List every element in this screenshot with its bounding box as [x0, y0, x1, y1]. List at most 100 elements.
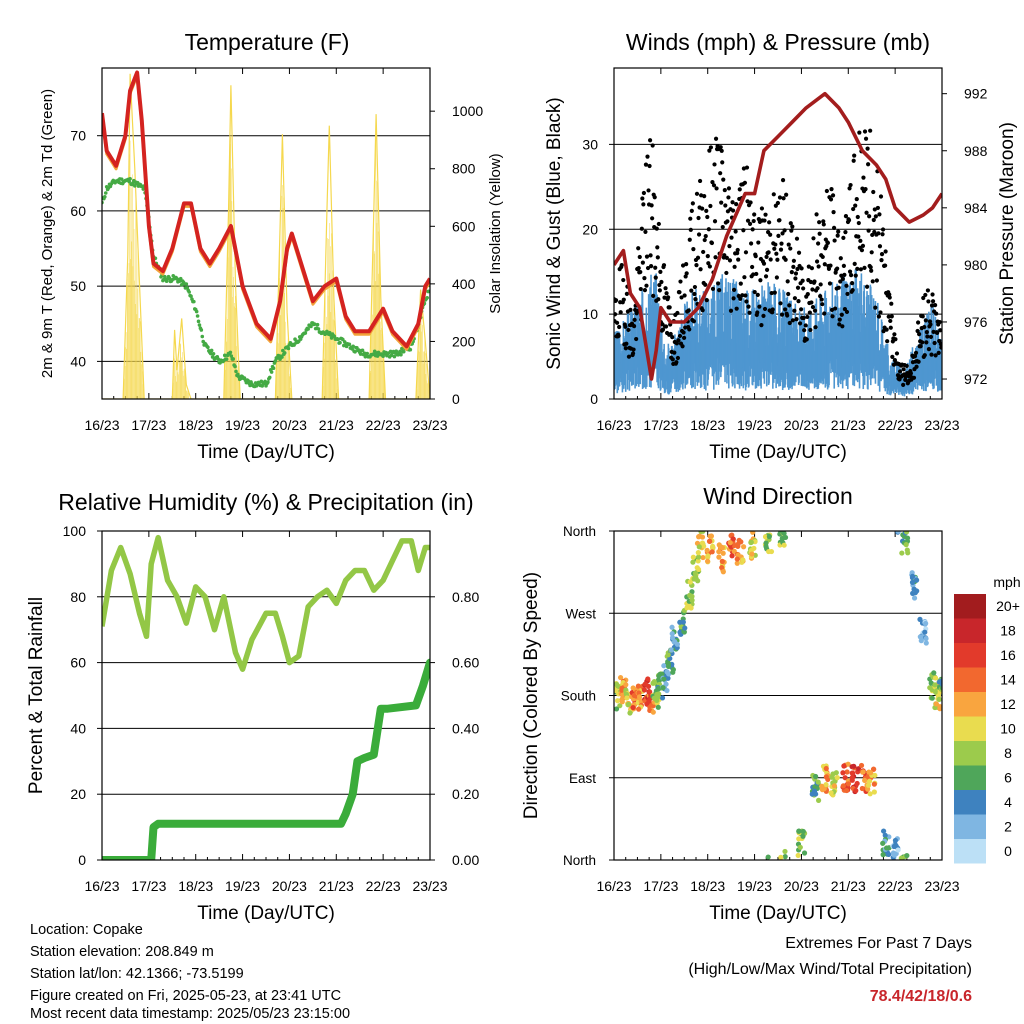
- wind-direction-point: [665, 661, 672, 667]
- wind-direction-point: [669, 647, 675, 653]
- gust-point: [926, 299, 931, 304]
- gust-point: [829, 186, 834, 192]
- gust-point: [684, 271, 689, 276]
- x-tick-label: 22/23: [366, 417, 401, 433]
- gust-point: [720, 224, 725, 230]
- gust-point: [679, 295, 684, 300]
- wind-direction-point: [734, 560, 740, 566]
- gust-point: [677, 333, 683, 339]
- gust-point: [676, 338, 681, 343]
- wind-direction-point: [689, 593, 695, 599]
- wind-direction-point: [862, 777, 868, 784]
- gust-point: [748, 200, 753, 205]
- gust-point: [726, 195, 731, 200]
- x-tick-label: 21/23: [319, 878, 354, 894]
- colorbar-swatch: [954, 643, 986, 668]
- gust-point: [780, 231, 785, 236]
- wind-direction-point: [665, 652, 671, 658]
- wind-direction-point: [656, 685, 662, 692]
- dewpoint-point: [103, 194, 107, 199]
- gust-point: [883, 263, 888, 268]
- gust-point: [762, 218, 767, 223]
- gust-point: [818, 282, 823, 287]
- gust-point: [918, 344, 923, 349]
- gust-point: [754, 271, 759, 277]
- gust-point: [795, 266, 800, 272]
- gust-point: [706, 227, 711, 232]
- gust-point: [840, 276, 845, 281]
- gust-point: [901, 367, 906, 372]
- gust-point: [819, 297, 824, 302]
- x-tick-label: 23/23: [924, 417, 959, 433]
- gust-point: [621, 297, 626, 302]
- gust-point: [813, 325, 818, 330]
- gust-point: [655, 255, 660, 260]
- gust-point: [770, 307, 775, 312]
- gust-point: [731, 296, 736, 301]
- wind-direction-point: [677, 629, 683, 635]
- y-right-tick-label: 200: [452, 333, 476, 349]
- y-tick-label: 20: [582, 221, 598, 237]
- gust-point: [785, 313, 790, 318]
- x-axis-label: Time (Day/UTC): [197, 903, 335, 924]
- gust-point: [893, 337, 898, 342]
- gust-point: [645, 154, 650, 159]
- dewpoint-point: [360, 348, 365, 353]
- gust-point: [752, 212, 757, 217]
- gust-point: [800, 278, 805, 283]
- wind-direction-point: [689, 597, 695, 603]
- gust-point: [719, 148, 724, 153]
- gust-point: [863, 136, 869, 141]
- gust-point: [718, 171, 723, 176]
- colorbar-swatch: [954, 667, 986, 692]
- gust-point: [666, 295, 671, 300]
- gust-point: [926, 347, 932, 352]
- gust-point: [816, 241, 821, 246]
- gust-point: [886, 314, 891, 319]
- panel-3: 0 20 40 60 80 100 0.00 0.20 0.40 0.60 0.80 16/23 17/…: [26, 489, 479, 924]
- gust-point: [663, 324, 669, 329]
- gust-point: [888, 325, 893, 330]
- gust-point: [756, 240, 761, 245]
- wind-direction-point: [842, 775, 848, 781]
- x-tick-label: 21/23: [831, 878, 866, 894]
- gust-point: [831, 210, 836, 215]
- gust-point: [857, 130, 862, 135]
- x-tick-label: 16/23: [596, 878, 631, 894]
- wind-direction-point: [690, 554, 696, 560]
- y-right-tick-label: 0.20: [452, 786, 479, 802]
- gust-point: [692, 291, 697, 297]
- gust-point: [653, 265, 658, 270]
- gust-point: [938, 341, 942, 347]
- wind-direction-point: [734, 556, 740, 562]
- gust-point: [649, 264, 654, 269]
- gust-point: [675, 355, 681, 361]
- gust-point: [826, 266, 832, 271]
- gust-point: [855, 266, 860, 271]
- wind-direction-point: [710, 543, 716, 549]
- panel-2: 0 10 20 30 972 976 980 984 988 992 16/23 17/23 18/23…: [544, 29, 1018, 463]
- dewpoint-point: [127, 179, 131, 184]
- x-tick-label: 17/23: [131, 417, 166, 433]
- gust-point: [757, 304, 762, 309]
- gust-point: [614, 320, 620, 325]
- wind-direction-point: [682, 625, 688, 631]
- plot-frame: [101, 67, 431, 400]
- gust-point: [870, 279, 875, 284]
- gust-point: [844, 283, 849, 288]
- wind-direction-point: [904, 547, 910, 553]
- gust-point: [903, 377, 908, 382]
- dewpoint-point: [392, 354, 397, 359]
- dewpoint-point: [229, 354, 234, 358]
- wind-direction-point: [659, 695, 666, 701]
- dewpoint-point: [316, 327, 321, 331]
- gust-point: [694, 263, 699, 268]
- gust-point: [636, 266, 641, 271]
- gust-point: [643, 229, 648, 234]
- wind-direction-point: [880, 840, 886, 846]
- wind-direction-point: [782, 848, 788, 855]
- dewpoint-point: [273, 359, 278, 363]
- gust-point: [792, 308, 797, 313]
- gust-point: [614, 298, 619, 303]
